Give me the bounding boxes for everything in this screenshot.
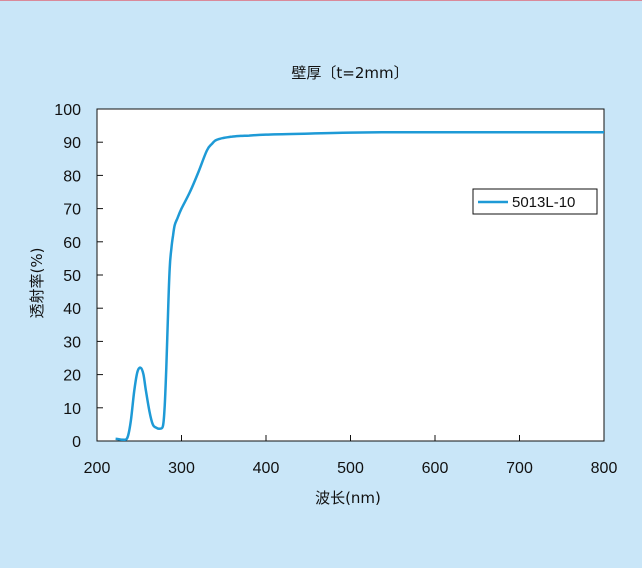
y-tick-label: 0 <box>72 434 81 451</box>
y-tick-label: 60 <box>63 235 81 252</box>
y-tick-label: 70 <box>63 202 81 219</box>
chart-title: 壁厚〔t=2mm〕 <box>291 64 408 82</box>
x-tick-label: 400 <box>253 460 280 477</box>
legend: 5013L-10 <box>472 188 598 215</box>
x-axis-label: 波长(nm) <box>315 489 381 507</box>
y-tick-label: 50 <box>63 268 81 285</box>
y-tick-label: 90 <box>63 135 81 152</box>
x-tick-label: 300 <box>168 460 195 477</box>
plot-area <box>96 108 605 442</box>
x-tick-label: 600 <box>422 460 449 477</box>
y-tick-label: 10 <box>63 401 81 418</box>
y-tick-label: 80 <box>63 168 81 185</box>
y-axis-label: 透射率(%) <box>28 248 46 319</box>
y-tick-label: 100 <box>54 102 81 119</box>
axis-ticks: 200 300 400 500 600 700 800 0 10 20 30 40 50 60 70 80 90… <box>54 102 617 477</box>
x-tick-label: 800 <box>591 460 618 477</box>
x-tick-label: 500 <box>337 460 364 477</box>
series-line-0 <box>115 130 604 442</box>
top-border-rule <box>0 0 642 1</box>
y-tick-label: 40 <box>63 301 81 318</box>
y-tick-label: 20 <box>63 368 81 385</box>
series-layer <box>115 130 604 442</box>
x-tick-label: 700 <box>506 460 533 477</box>
x-tick-label: 200 <box>84 460 111 477</box>
y-tick-label: 30 <box>63 334 81 351</box>
legend-label: 5013L-10 <box>512 194 575 211</box>
